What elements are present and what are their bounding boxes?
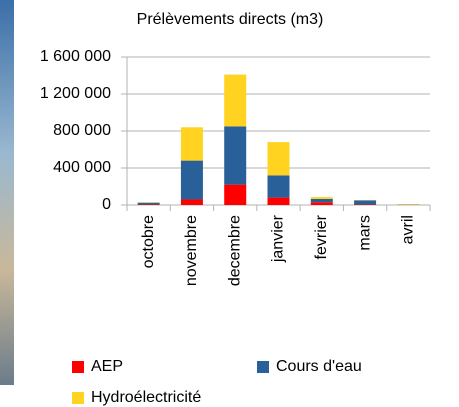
bar-segment xyxy=(310,198,333,203)
bar-segment xyxy=(180,199,203,205)
bar-segment xyxy=(267,142,290,176)
bar-segment xyxy=(224,126,247,185)
x-tick-label: novembre xyxy=(183,215,200,286)
x-tick-label: mars xyxy=(356,215,373,251)
bar-segment xyxy=(224,74,247,127)
y-tick-label: 1 600 000 xyxy=(40,48,111,65)
background-image xyxy=(0,0,14,385)
chart-title: Prélèvements directs (m3) xyxy=(137,11,324,28)
y-tick-label: 1 200 000 xyxy=(40,85,111,102)
legend-label: AEP xyxy=(91,358,123,375)
bar-segment xyxy=(137,202,160,205)
legend-label: Hydroélectricité xyxy=(91,389,201,406)
bar-segment xyxy=(224,184,247,205)
bar-segment xyxy=(354,200,377,205)
x-tick-label: avril xyxy=(400,215,417,244)
bar-segment xyxy=(180,160,203,200)
legend-swatch xyxy=(257,361,269,373)
legend-swatch xyxy=(72,392,84,404)
y-tick-label: 0 xyxy=(102,196,111,213)
x-tick-label: fevrier xyxy=(313,214,330,259)
bar-segment xyxy=(267,175,290,198)
legend-label: Cours d'eau xyxy=(276,358,362,375)
bar-segment xyxy=(310,202,333,205)
bar-segment xyxy=(180,127,203,161)
y-tick-label: 800 000 xyxy=(53,122,111,139)
y-tick-label: 400 000 xyxy=(53,159,111,176)
bar-segment xyxy=(310,197,333,199)
x-tick-label: decembre xyxy=(226,215,243,286)
bar-segment xyxy=(267,197,290,205)
x-tick-label: janvier xyxy=(270,214,287,263)
legend-swatch xyxy=(72,361,84,373)
x-tick-label: octobre xyxy=(140,215,157,268)
